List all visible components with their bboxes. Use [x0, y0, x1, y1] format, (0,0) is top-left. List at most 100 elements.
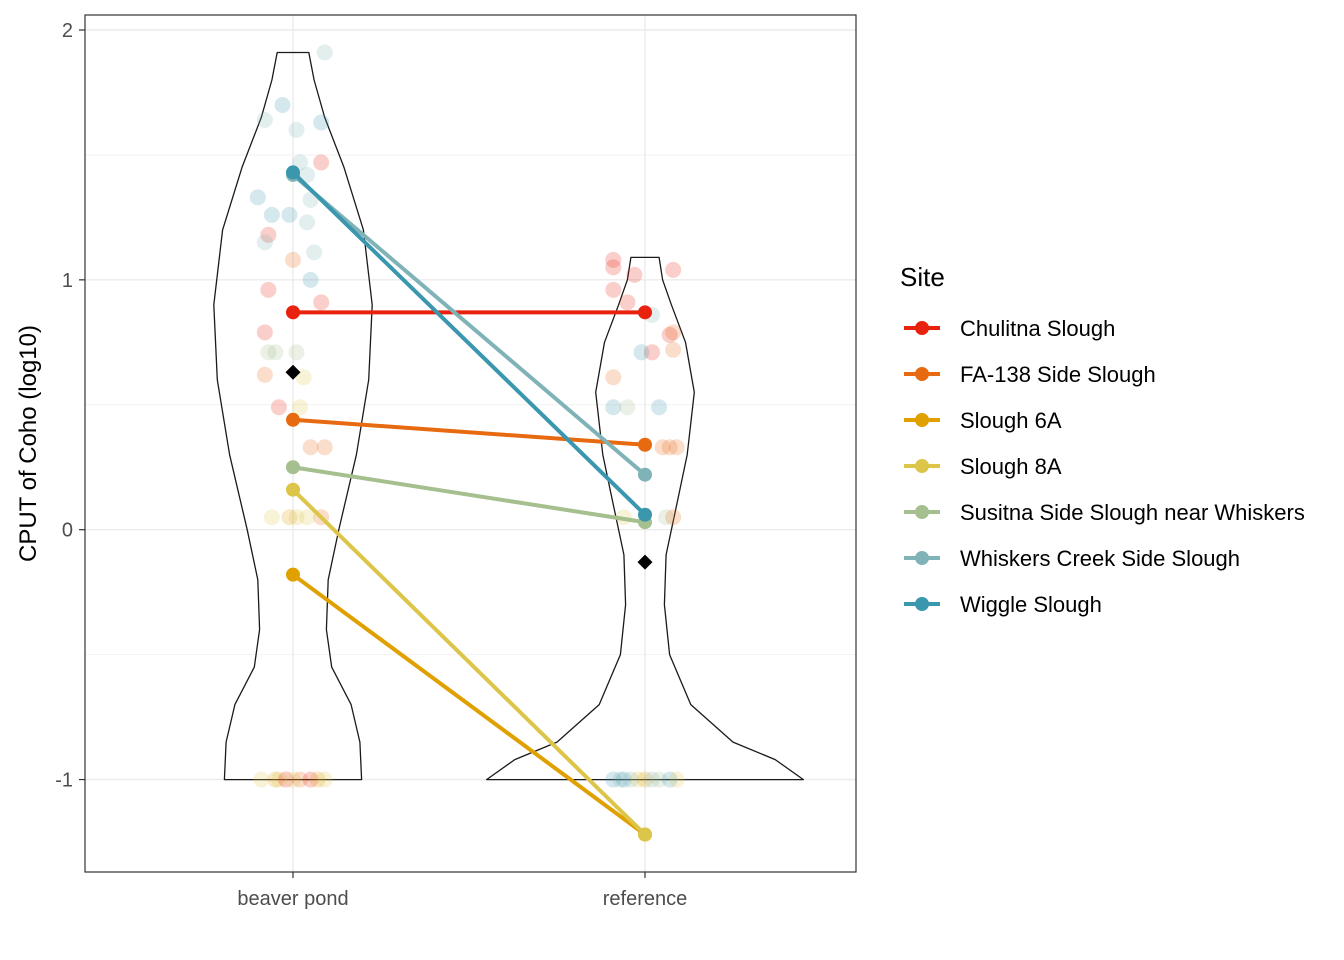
legend-item: Whiskers Creek Side Slough — [904, 546, 1240, 571]
observation-point — [654, 439, 671, 456]
observation-point — [605, 251, 622, 268]
observation-point — [292, 771, 309, 788]
observation-point — [651, 399, 668, 416]
series-point-fa-138-side-slough — [638, 437, 652, 452]
observation-point — [619, 294, 636, 311]
observation-point — [288, 509, 305, 526]
observation-point — [629, 771, 646, 788]
series-line-susitna-side-slough-near-whiskers — [292, 465, 646, 525]
legend-title: Site — [900, 262, 945, 292]
panel-border — [84, 14, 857, 873]
series-line-slough-8a — [291, 488, 647, 836]
observation-point — [288, 121, 305, 138]
observation-point — [313, 294, 330, 311]
series-point-fa-138-side-slough — [286, 412, 300, 427]
observation-point — [313, 114, 330, 131]
observation-point — [260, 226, 277, 243]
y-axis-title: CPUT of Coho (log10) — [15, 325, 42, 562]
x-tick-label: beaver pond — [237, 888, 348, 910]
observation-point — [281, 206, 298, 223]
observation-point — [665, 509, 682, 526]
violins — [213, 51, 805, 781]
observation-point — [270, 399, 287, 416]
legend-key-point — [915, 505, 929, 519]
observation-point — [605, 399, 622, 416]
legend-label: Whiskers Creek Side Slough — [960, 546, 1240, 571]
observation-point — [644, 771, 661, 788]
observation-point — [256, 111, 273, 128]
observation-point — [313, 154, 330, 171]
observation-point — [299, 166, 316, 183]
observation-point — [263, 509, 280, 526]
legend-item: Chulitna Slough — [904, 316, 1115, 341]
mean-marker — [285, 364, 301, 380]
series-point-wiggle-slough — [286, 165, 300, 180]
legend-key-point — [915, 551, 929, 565]
series-point-chulitna-slough — [638, 305, 652, 320]
observation-point — [249, 189, 266, 206]
observation-point — [302, 439, 319, 456]
observation-point — [285, 771, 301, 788]
legend-key-point — [915, 597, 929, 611]
observation-point — [274, 96, 291, 113]
observation-point — [277, 771, 294, 788]
observation-point — [665, 324, 682, 341]
legend-label: Chulitna Slough — [960, 316, 1115, 341]
legend-key-point — [915, 459, 929, 473]
violin-reference — [485, 256, 805, 781]
series-point-slough-6a — [286, 567, 300, 582]
series-point-wiggle-slough — [638, 507, 652, 522]
observation-point — [267, 771, 284, 788]
observation-point — [668, 771, 685, 788]
observation-point — [605, 771, 622, 788]
observation-point — [256, 324, 273, 341]
violin-beaver-pond — [213, 51, 373, 781]
observation-point — [270, 771, 287, 788]
legend-key-point — [915, 321, 929, 335]
observation-point — [619, 399, 636, 416]
y-tick-label: -1 — [55, 770, 73, 792]
legend-label: FA-138 Side Slough — [960, 362, 1156, 387]
series-point-susitna-side-slough-near-whiskers — [286, 460, 300, 475]
legend-label: Slough 6A — [960, 408, 1062, 433]
observation-points — [249, 44, 685, 788]
observation-point — [256, 234, 273, 251]
observation-point — [633, 344, 650, 361]
observation-point — [302, 771, 319, 788]
y-tick-label: 0 — [62, 520, 73, 542]
series-line-fa-138-side-slough — [292, 417, 646, 447]
series-point-slough-8a — [286, 482, 300, 497]
observation-point — [612, 771, 629, 788]
observation-point — [661, 439, 678, 456]
observation-point — [267, 344, 284, 361]
observation-point — [661, 771, 678, 788]
legend: Site Chulitna Slough FA-138 Side Slough Sl… — [900, 262, 1305, 617]
legend-key-point — [915, 413, 929, 427]
mean-marker — [637, 554, 653, 570]
observation-point — [316, 439, 333, 456]
x-tick-label: reference — [603, 888, 688, 910]
observation-point — [668, 439, 685, 456]
observation-point — [665, 261, 682, 278]
observation-point — [644, 344, 661, 361]
observation-point — [306, 244, 323, 261]
site-lines — [286, 165, 652, 842]
observation-point — [299, 509, 316, 526]
observation-point — [637, 771, 653, 788]
observation-point — [661, 326, 678, 343]
observation-point — [605, 369, 622, 386]
legend-item: Susitna Side Slough near Whiskers — [904, 500, 1305, 525]
observation-point — [651, 771, 668, 788]
observation-point — [302, 271, 319, 288]
legend-key-point — [915, 367, 929, 381]
observation-point — [665, 341, 682, 358]
legend-item: Slough 8A — [904, 454, 1062, 479]
observation-point — [253, 771, 270, 788]
observation-point — [260, 344, 277, 361]
series-line-whiskers-creek-side-slough — [291, 173, 647, 477]
grid — [85, 15, 856, 872]
observation-point — [605, 259, 622, 276]
observation-point — [285, 251, 301, 268]
legend-item: Slough 6A — [904, 408, 1062, 433]
axes: -1 0 1 2 beaver pond reference — [55, 20, 687, 910]
